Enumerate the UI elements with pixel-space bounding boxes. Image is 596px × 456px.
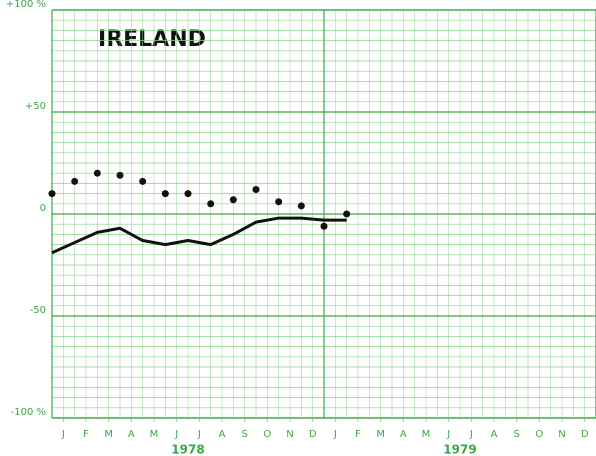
data-dot (116, 171, 124, 179)
x-tick-label: N (286, 429, 293, 440)
data-dot (343, 210, 351, 218)
x-tick-label: S (513, 429, 519, 440)
x-tick-label: F (355, 429, 361, 440)
x-tick-label: J (174, 429, 178, 440)
x-tick-label: S (241, 429, 247, 440)
year-label: 1978 (171, 443, 204, 456)
data-line (51, 216, 347, 255)
y-tick-label: 0 (40, 203, 46, 214)
y-tick-label: -100 % (11, 407, 46, 418)
y-tick-label: -50 (30, 305, 46, 316)
data-dot (48, 190, 56, 198)
x-tick-label: J (197, 429, 201, 440)
data-dot (275, 198, 283, 206)
y-tick-label: +50 (25, 101, 46, 112)
x-tick-label: A (219, 429, 226, 440)
x-tick-label: J (61, 429, 65, 440)
data-dot (297, 202, 305, 210)
x-tick-label: A (128, 429, 135, 440)
data-dot (161, 190, 169, 198)
data-dot (252, 186, 260, 194)
x-tick-label: J (469, 429, 473, 440)
x-tick-label: M (422, 429, 431, 440)
data-dot (71, 177, 79, 185)
x-tick-label: O (263, 429, 271, 440)
data-dot (320, 222, 328, 230)
x-tick-label: M (376, 429, 385, 440)
x-tick-label: A (491, 429, 498, 440)
x-tick-label: F (83, 429, 89, 440)
x-tick-label: D (581, 429, 589, 440)
data-dot (184, 190, 192, 198)
x-tick-label: J (446, 429, 450, 440)
data-dot (139, 177, 147, 185)
x-tick-label: O (535, 429, 543, 440)
x-tick-label: N (558, 429, 565, 440)
y-tick-label: +100 % (6, 0, 46, 10)
data-dot (229, 196, 237, 204)
x-tick-label: M (104, 429, 113, 440)
data-dot (93, 169, 101, 177)
x-tick-label: M (150, 429, 159, 440)
data-dot (207, 200, 215, 208)
x-tick-label: A (400, 429, 407, 440)
x-tick-label: D (309, 429, 317, 440)
year-label: 1979 (443, 443, 476, 456)
x-tick-label: J (333, 429, 337, 440)
